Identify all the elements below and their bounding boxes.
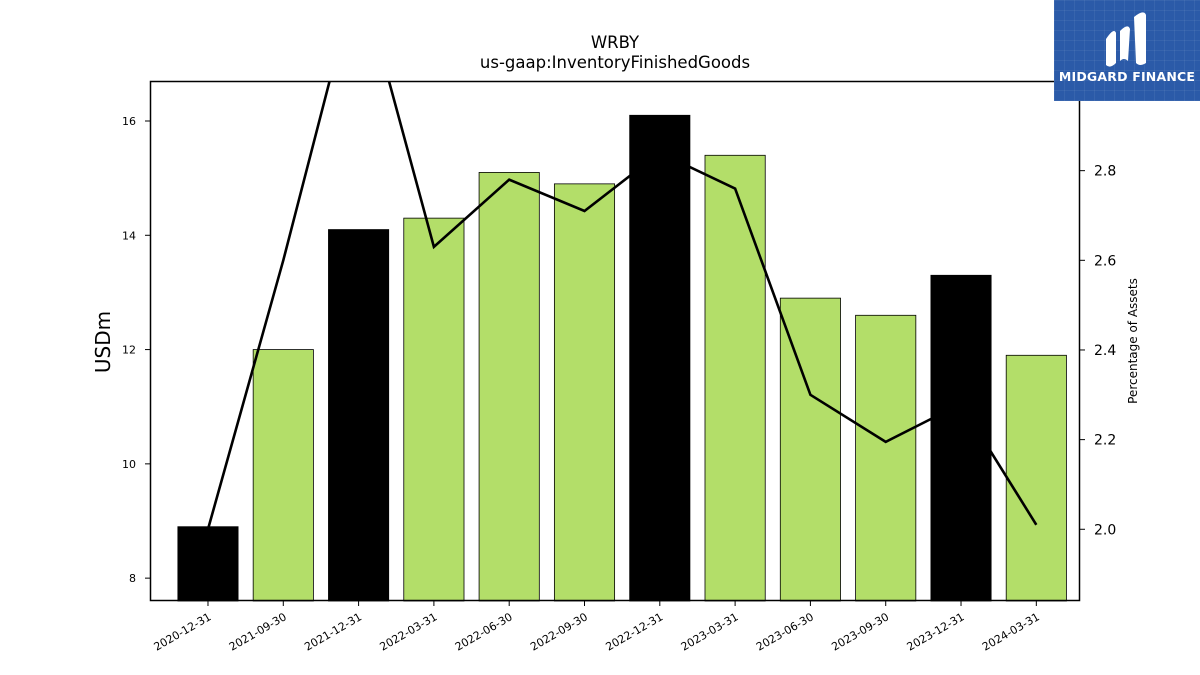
x-tick-label: 2022-06-30: [453, 610, 515, 653]
brand-name: MIDGARD FINANCE: [1058, 69, 1196, 84]
bar: [403, 217, 465, 602]
x-tick-label: 2023-03-31: [679, 610, 741, 653]
bar: [779, 297, 841, 602]
y-tick-label: 14: [122, 229, 136, 242]
y-axis-ticks: 8 10 12 14 16: [122, 115, 150, 585]
line-series: [206, 81, 1038, 530]
x-tick-label: 2021-12-31: [302, 610, 364, 653]
bar: [252, 349, 314, 602]
x-tick-label: 2021-09-30: [227, 610, 289, 653]
y-tick-label: 8: [129, 572, 136, 585]
y2-axis-label: Percentage of Assets: [1126, 278, 1140, 404]
percentage-line: [206, 81, 1038, 530]
y2-axis-ticks: 2.0 2.2 2.4 2.6 2.8: [1080, 164, 1116, 538]
bar: [328, 229, 390, 602]
bar: [553, 183, 616, 602]
midgard-logo-icon: [1106, 12, 1146, 67]
bar: [478, 172, 540, 602]
y-tick-label: 16: [122, 115, 136, 128]
bar-series: [177, 114, 1067, 602]
y2-tick-label: 2.2: [1094, 433, 1116, 449]
y2-tick-label: 2.4: [1094, 343, 1116, 359]
chart-title: WRBY: [591, 33, 640, 52]
x-tick-label: 2022-03-31: [378, 610, 440, 653]
y-axis-label: USDm: [91, 311, 115, 373]
x-tick-label: 2023-09-30: [829, 610, 891, 653]
plot-frame: [149, 80, 1081, 602]
y-tick-label: 10: [122, 458, 136, 471]
brand-logo: MIDGARD FINANCE: [1054, 0, 1200, 101]
x-tick-label: 2023-06-30: [754, 610, 816, 653]
bar: [704, 154, 766, 602]
y2-tick-label: 2.0: [1094, 522, 1116, 538]
chart-subtitle: us-gaap:InventoryFinishedGoods: [480, 53, 750, 72]
bar: [177, 526, 239, 602]
x-tick-label: 2022-12-31: [603, 610, 665, 653]
x-tick-label: 2020-12-31: [152, 610, 214, 653]
y2-tick-label: 2.8: [1094, 164, 1116, 180]
x-tick-label: 2023-12-31: [905, 610, 967, 653]
bar: [855, 314, 917, 602]
y-tick-label: 12: [122, 344, 136, 357]
bar: [1005, 354, 1067, 602]
x-axis-ticks: 2020-12-31 2021-09-30 2021-12-31 2022-03-31…: [152, 601, 1042, 654]
y2-tick-label: 2.6: [1094, 253, 1116, 269]
x-tick-label: 2024-03-31: [980, 610, 1042, 653]
bar: [629, 114, 691, 602]
x-tick-label: 2022-09-30: [528, 610, 590, 653]
